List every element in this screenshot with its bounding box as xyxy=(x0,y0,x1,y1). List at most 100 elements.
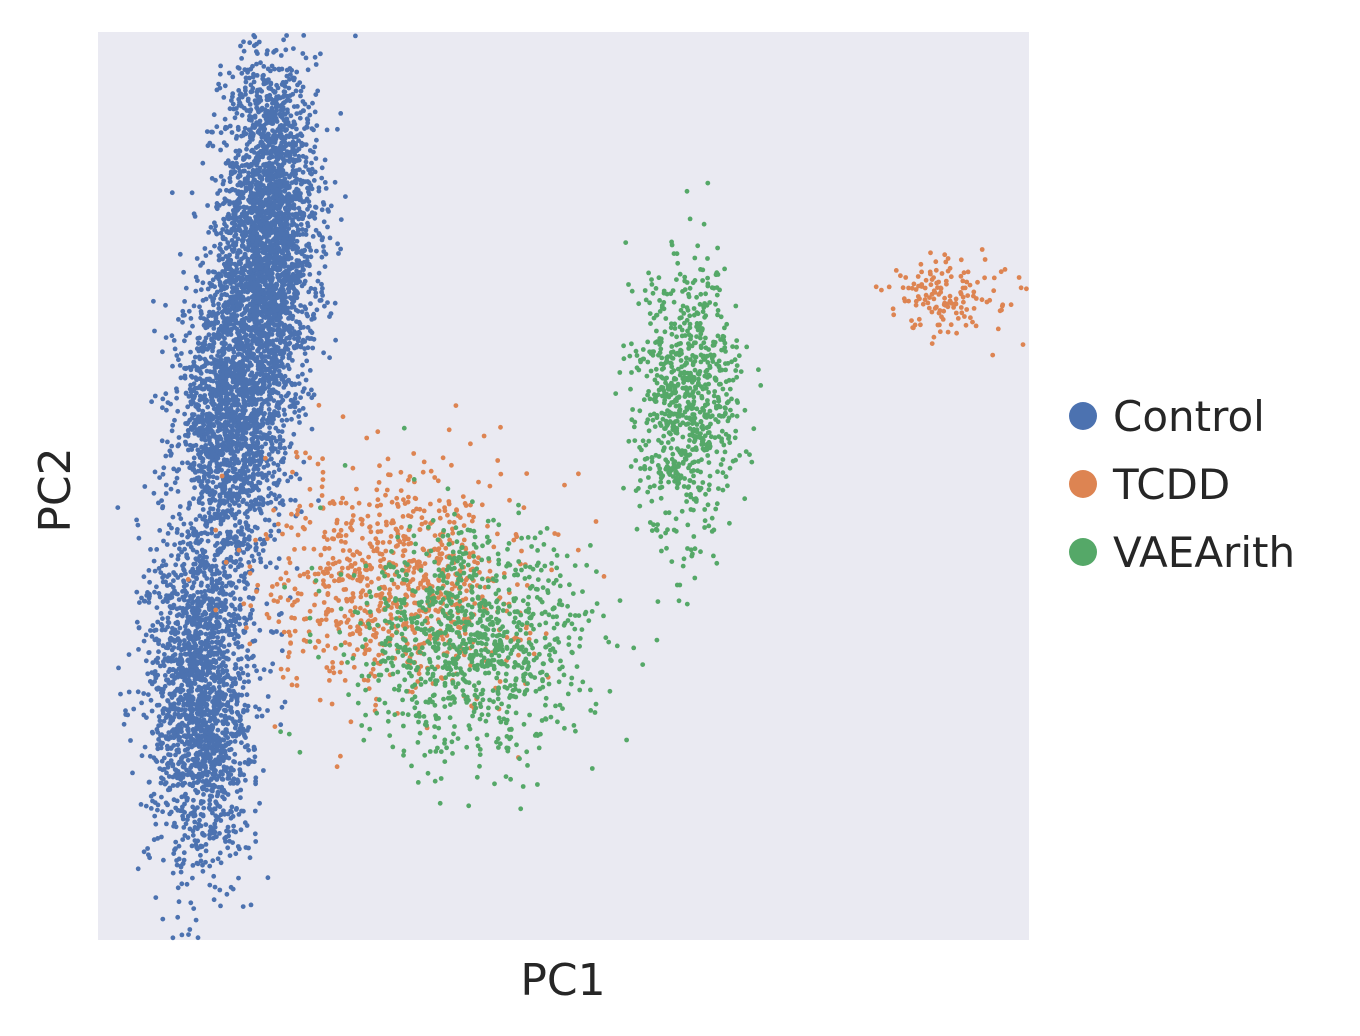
data-point xyxy=(305,223,311,229)
data-point xyxy=(276,528,282,534)
data-point xyxy=(210,143,216,149)
data-point xyxy=(310,345,316,351)
data-point xyxy=(275,172,281,178)
data-point xyxy=(212,368,217,374)
data-point xyxy=(248,82,254,88)
data-point xyxy=(287,330,293,335)
data-point xyxy=(211,897,217,903)
data-point xyxy=(227,438,233,444)
data-point xyxy=(210,129,215,135)
data-point xyxy=(220,256,226,262)
data-point xyxy=(315,278,321,284)
data-point xyxy=(235,473,241,478)
data-point xyxy=(211,423,217,429)
data-point xyxy=(263,564,269,570)
data-point xyxy=(265,500,271,506)
data-point xyxy=(191,421,197,426)
data-point xyxy=(250,122,256,128)
data-point xyxy=(255,441,261,446)
data-point xyxy=(332,179,338,185)
data-point xyxy=(286,316,291,321)
data-point xyxy=(239,56,245,61)
data-point xyxy=(276,556,282,562)
data-point xyxy=(272,367,278,372)
data-point xyxy=(269,447,274,452)
data-point xyxy=(248,386,254,391)
data-point xyxy=(277,153,283,159)
data-point xyxy=(284,33,289,38)
data-point xyxy=(196,475,202,480)
data-point xyxy=(255,225,261,231)
data-point xyxy=(316,188,322,194)
data-point xyxy=(231,360,237,366)
data-point xyxy=(303,377,309,383)
data-point xyxy=(246,493,252,498)
data-point xyxy=(264,150,270,156)
data-point xyxy=(276,368,282,374)
data-point xyxy=(243,488,249,493)
data-point xyxy=(222,308,227,313)
data-point xyxy=(172,417,177,423)
data-point xyxy=(170,363,175,369)
data-point xyxy=(252,638,258,644)
data-point xyxy=(231,338,237,343)
data-point xyxy=(298,222,304,227)
data-point xyxy=(220,315,226,320)
data-point xyxy=(255,412,261,418)
data-point xyxy=(294,69,300,75)
data-point xyxy=(257,185,263,191)
data-point xyxy=(264,345,270,350)
data-point xyxy=(236,248,242,253)
data-point xyxy=(171,338,177,343)
data-point xyxy=(274,565,279,570)
data-point xyxy=(176,467,182,472)
data-point xyxy=(194,256,200,261)
data-point xyxy=(270,387,276,393)
data-point xyxy=(282,100,287,105)
data-point xyxy=(257,265,262,271)
data-point xyxy=(230,74,236,80)
data-point xyxy=(300,389,306,394)
data-point xyxy=(210,479,216,485)
data-point xyxy=(311,178,317,183)
data-point xyxy=(202,246,208,251)
data-point xyxy=(239,70,245,76)
data-point xyxy=(227,407,233,413)
data-point xyxy=(277,493,282,499)
data-point xyxy=(234,414,240,420)
data-point xyxy=(249,183,254,189)
data-point xyxy=(259,364,264,369)
data-point xyxy=(231,377,236,383)
data-point xyxy=(200,341,205,347)
data-point xyxy=(223,273,229,278)
data-point xyxy=(299,509,304,515)
data-point xyxy=(325,300,330,305)
data-point xyxy=(262,249,268,255)
data-point xyxy=(263,441,268,447)
data-point xyxy=(236,503,242,508)
data-point xyxy=(283,324,289,329)
data-point xyxy=(214,124,220,130)
data-point xyxy=(261,78,267,84)
data-point xyxy=(247,40,253,46)
data-point xyxy=(318,297,324,303)
data-point xyxy=(266,452,272,457)
data-point xyxy=(250,451,256,456)
data-point xyxy=(170,514,176,520)
data-point xyxy=(237,227,243,233)
data-point xyxy=(200,417,206,423)
data-point xyxy=(215,635,221,640)
data-point xyxy=(221,178,227,184)
data-point xyxy=(226,385,231,391)
data-point xyxy=(284,73,290,79)
data-point xyxy=(296,157,302,163)
data-point xyxy=(271,469,277,475)
data-point xyxy=(292,178,298,184)
data-point xyxy=(263,211,268,217)
data-point xyxy=(262,107,268,113)
data-point xyxy=(247,461,253,467)
data-point xyxy=(321,249,327,254)
data-point xyxy=(223,419,228,425)
data-point xyxy=(222,280,228,285)
data-point xyxy=(200,507,206,512)
